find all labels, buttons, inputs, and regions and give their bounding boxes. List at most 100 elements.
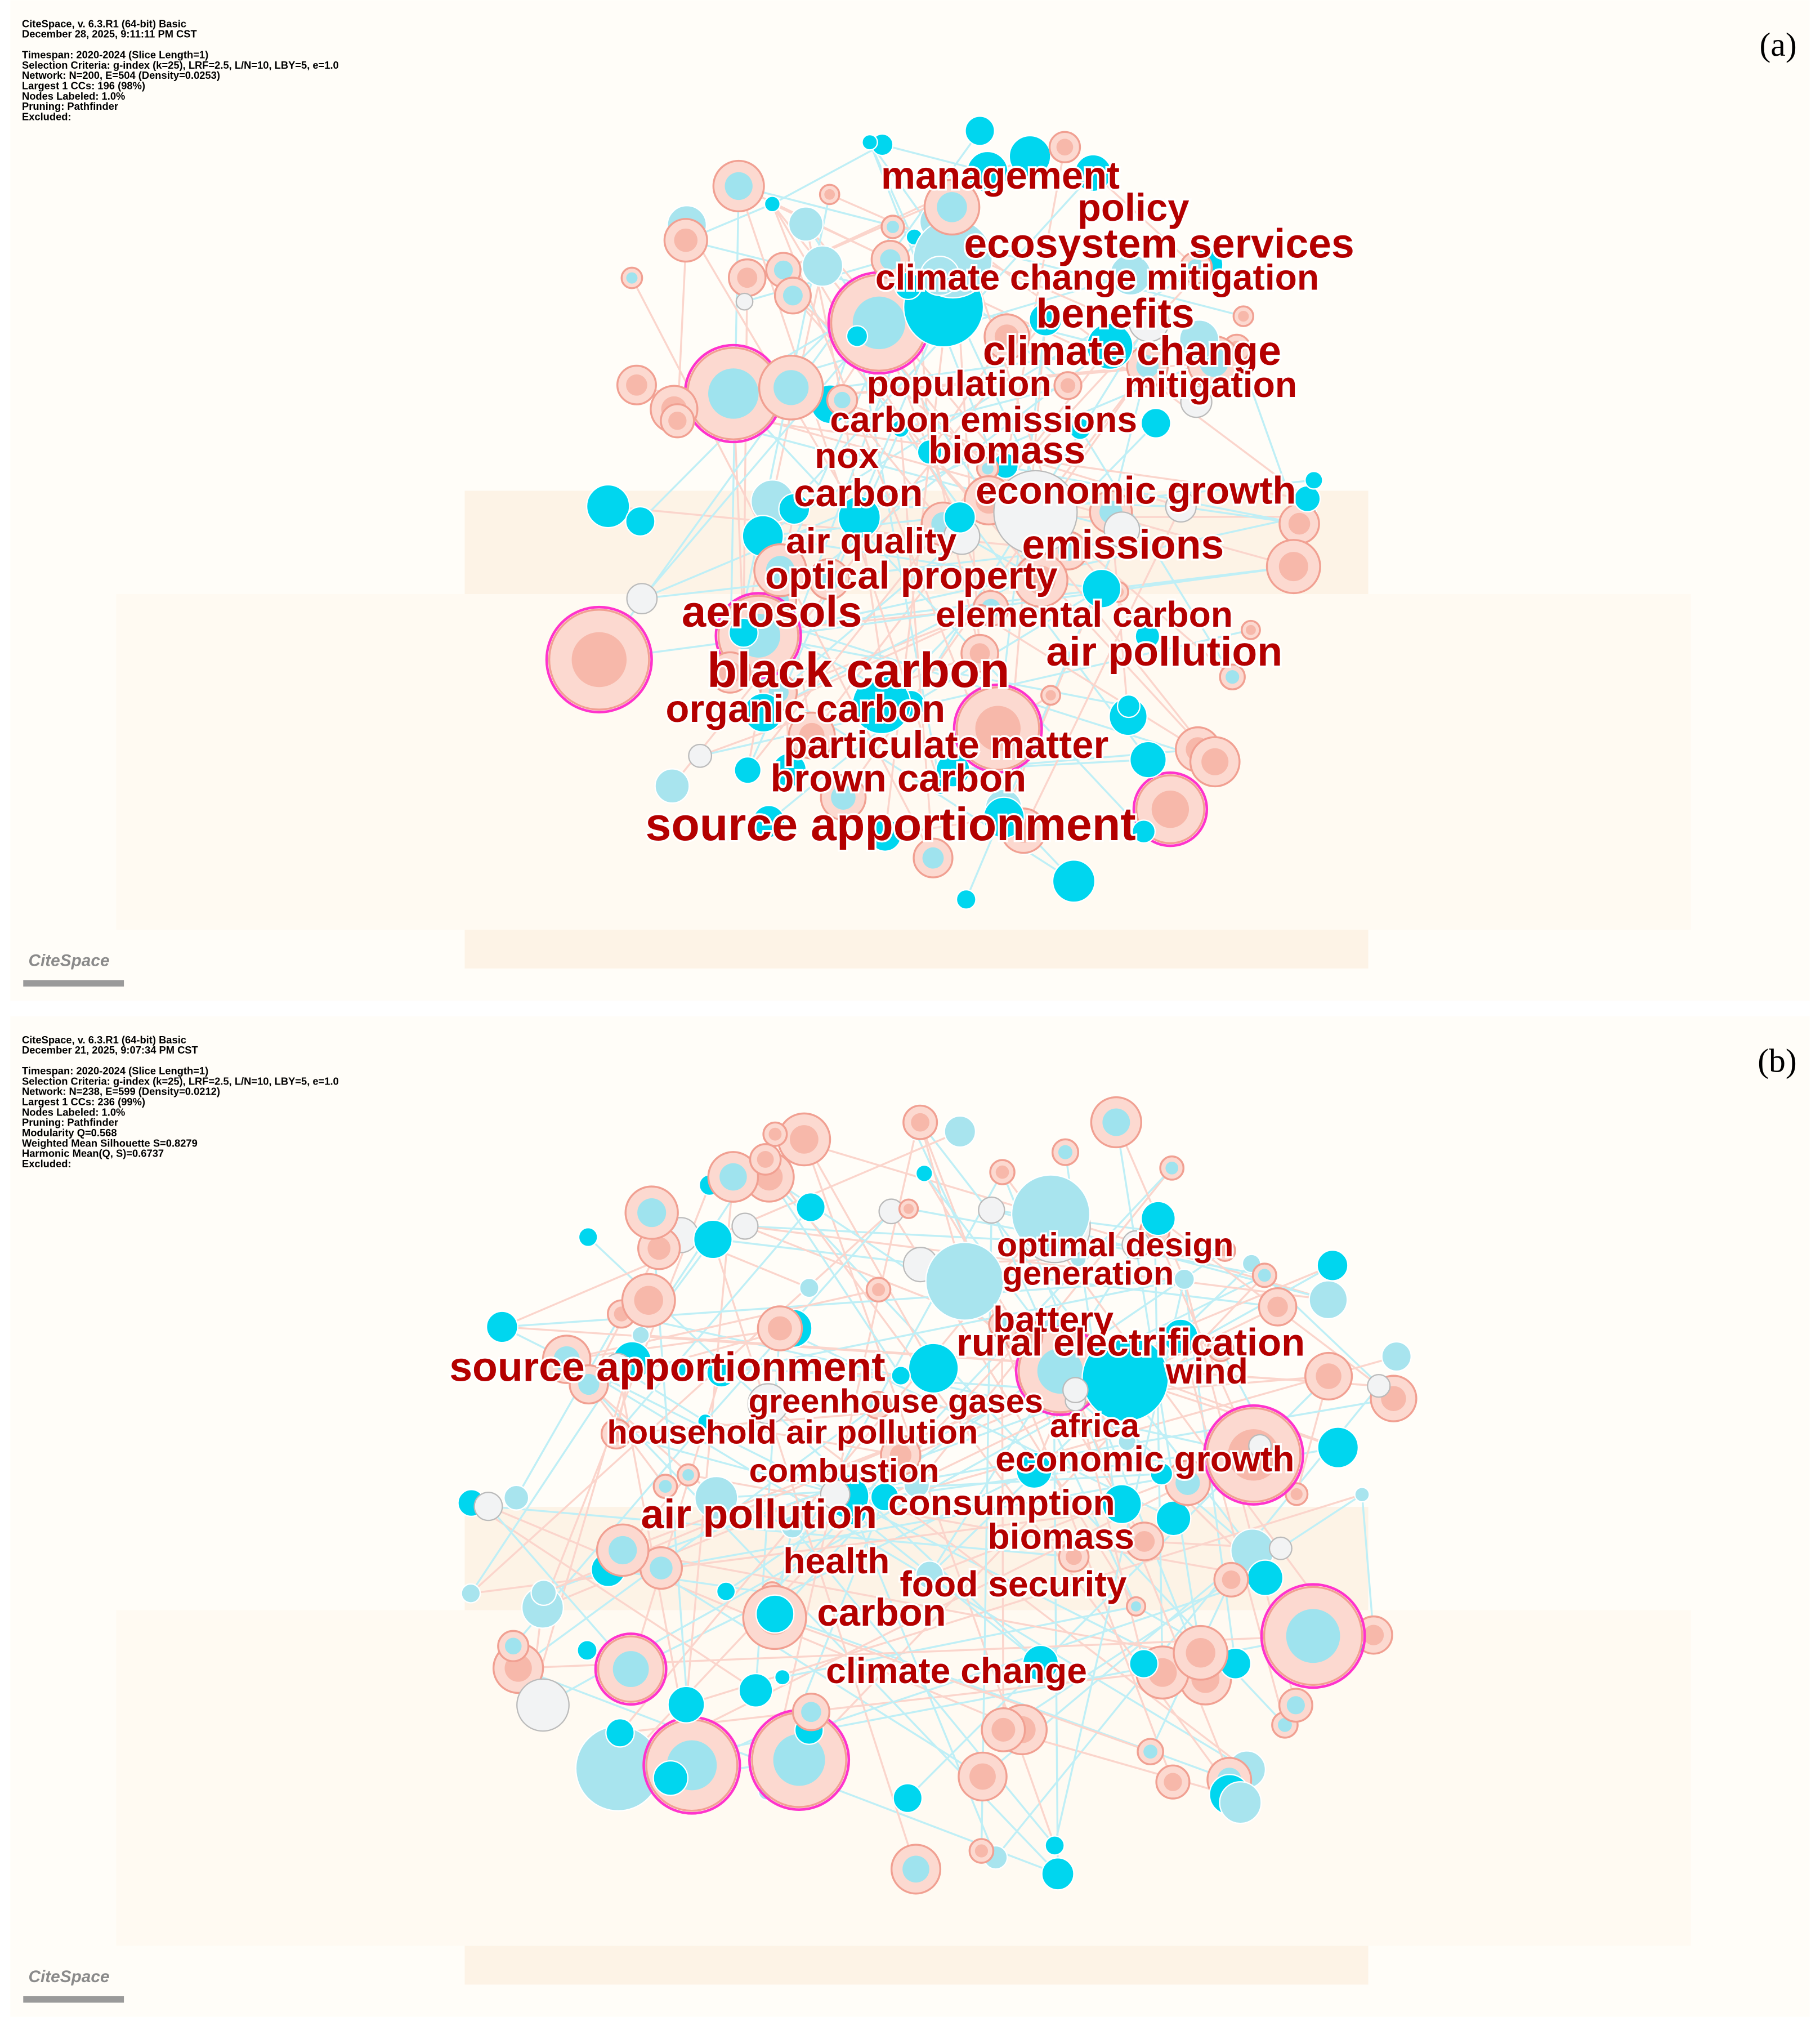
edge	[919, 1122, 1174, 1783]
edge	[721, 1278, 1185, 1374]
node	[1044, 1835, 1065, 1856]
node	[603, 1353, 632, 1381]
keyword-label: policy	[1077, 186, 1190, 229]
node	[1140, 408, 1171, 439]
node-core	[1186, 1638, 1215, 1668]
node-core	[1066, 1549, 1082, 1565]
node-core	[659, 1480, 672, 1493]
keyword-label: brown carbon	[771, 757, 1027, 800]
node-core	[818, 568, 840, 591]
node	[932, 778, 949, 796]
node-core	[668, 412, 687, 430]
node	[964, 115, 995, 146]
node-core	[922, 847, 944, 869]
keyword-label: biomass	[988, 1516, 1134, 1556]
node-core	[773, 260, 793, 280]
edge	[599, 565, 1294, 661]
edge	[1079, 428, 1233, 678]
node	[1354, 1487, 1370, 1503]
info-text: Selection Criteria: g-index (k=25), LRF=…	[22, 59, 339, 71]
node-core	[887, 220, 899, 233]
node	[1008, 135, 1052, 178]
node	[799, 1277, 820, 1298]
edge	[1110, 512, 1129, 717]
edge	[884, 258, 954, 836]
keyword-label: carbon	[817, 1591, 946, 1634]
keyword-label: climate change	[983, 328, 1281, 374]
edge	[732, 392, 1144, 832]
node-core	[1213, 1341, 1228, 1356]
node	[516, 1678, 570, 1732]
node	[763, 195, 781, 213]
edge	[608, 1568, 772, 1595]
node-core	[708, 368, 759, 419]
node-core	[1151, 791, 1190, 828]
node-core	[1187, 259, 1205, 276]
node-core	[609, 1536, 637, 1565]
node	[1308, 1280, 1348, 1320]
node	[530, 1579, 557, 1607]
panel-label: (a)	[1760, 26, 1797, 63]
node-core	[682, 1469, 694, 1481]
node-ring	[714, 592, 802, 680]
node	[870, 1482, 900, 1512]
node-core	[719, 1163, 747, 1191]
keyword-label: climate change mitigation	[875, 257, 1319, 298]
node-core	[1060, 378, 1076, 393]
info-text: Pruning: Pathfinder	[22, 1117, 118, 1128]
edge	[910, 587, 1102, 706]
edge	[616, 1375, 1329, 1435]
node	[735, 292, 754, 311]
node	[734, 756, 762, 784]
keyword-label: greenhouse gases	[749, 1382, 1043, 1420]
node	[978, 1196, 1005, 1224]
node-core	[976, 609, 987, 621]
node-core	[773, 370, 809, 405]
node	[778, 493, 811, 525]
node	[1121, 1230, 1151, 1260]
info-text: December 28, 2025, 9:11:11 PM CST	[22, 28, 197, 40]
node	[1068, 417, 1092, 440]
node-ring	[594, 1632, 668, 1706]
node	[1128, 301, 1170, 342]
node-core	[634, 1286, 663, 1315]
keyword-label: biomass	[928, 429, 1085, 472]
node-core	[870, 1398, 885, 1413]
node-core	[1058, 1145, 1073, 1159]
edge	[542, 1184, 711, 1608]
info-text: Weighted Mean Silhouette S=0.8279	[22, 1137, 198, 1149]
keyword-label: management	[881, 154, 1120, 197]
edge	[737, 185, 942, 787]
node-core	[626, 272, 638, 284]
info-text: Nodes Labeled: 1.0%	[22, 90, 125, 102]
keyword-label: battery	[993, 1299, 1114, 1340]
node-core	[637, 1198, 667, 1228]
node	[605, 1718, 635, 1748]
edge	[743, 565, 1294, 634]
info-text: Harmonic Mean(Q, S)=0.6737	[22, 1148, 164, 1159]
info-text: Modularity Q=0.568	[22, 1127, 117, 1139]
node	[1129, 1649, 1159, 1679]
edge	[771, 1167, 1173, 1594]
keyword-label: economic growth	[995, 1439, 1294, 1479]
keyword-label: rural electrification	[956, 1321, 1305, 1364]
node	[716, 1581, 736, 1601]
node-core	[608, 1426, 624, 1442]
node	[1074, 154, 1112, 193]
edge	[1236, 347, 1300, 524]
edge	[768, 1176, 902, 1377]
node-core	[871, 1283, 886, 1296]
node	[1317, 1426, 1360, 1469]
edge	[762, 265, 1204, 537]
edge	[620, 1662, 1236, 1734]
edge	[1052, 1336, 1242, 1803]
node-core	[1258, 1269, 1271, 1282]
node-core	[553, 1346, 580, 1373]
edge	[782, 1605, 1137, 1679]
info-text: December 21, 2025, 9:07:34 PM CST	[22, 1044, 198, 1056]
edge	[566, 1327, 793, 1360]
logo-bar	[23, 980, 124, 987]
node	[780, 1515, 804, 1539]
node-core	[937, 192, 967, 222]
node-core	[578, 1373, 600, 1395]
